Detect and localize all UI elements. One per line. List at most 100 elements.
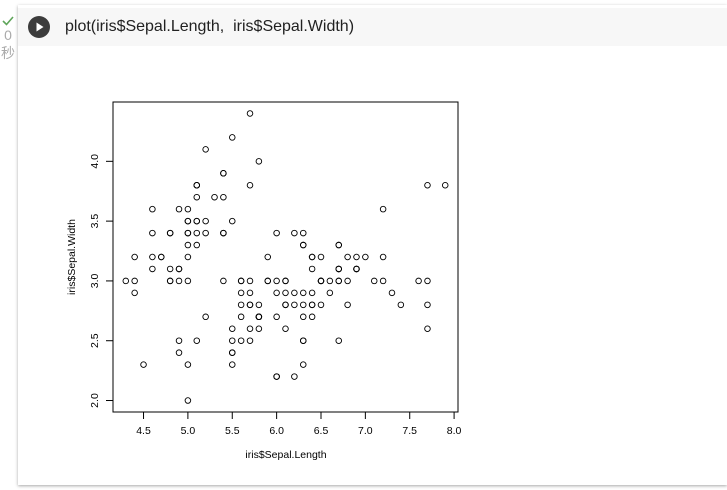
point [317,301,325,309]
code-editor[interactable]: plot(iris$Sepal.Length, iris$Sepal.Width… [18,8,727,46]
point [131,289,138,297]
point [246,110,254,117]
point [237,313,245,321]
point [184,361,192,368]
point [202,217,209,225]
point [255,158,263,165]
point [299,361,307,368]
plot-frame [112,101,459,413]
point [122,277,130,285]
exec-status: 0 秒 [0,14,16,62]
point [299,313,307,321]
point [299,241,307,249]
point [335,265,342,273]
point [326,289,334,297]
point [353,253,360,261]
point [229,134,236,141]
point [379,205,387,213]
point [175,349,183,356]
point [202,146,209,153]
point [264,277,272,285]
y-tick-label: 2.0 [89,393,101,408]
point [211,193,218,201]
point [193,193,201,201]
point [344,301,351,309]
point [255,325,263,333]
point [246,277,254,285]
point [255,301,263,309]
point [149,229,156,237]
point [264,253,272,261]
point [229,337,236,344]
point [273,313,280,321]
point [175,265,183,273]
point [202,313,209,321]
point [166,265,174,273]
point [237,301,245,309]
point [441,181,449,189]
point [282,325,289,333]
y-tick-label: 3.0 [89,273,101,288]
point [299,301,307,309]
point [175,277,183,285]
point [282,301,289,309]
point [299,229,307,237]
point [131,253,138,261]
point [273,229,280,237]
point [424,181,431,189]
point [291,229,298,237]
point [166,277,174,285]
point [166,229,174,237]
point [246,289,254,297]
point [255,313,263,321]
point [220,229,227,237]
point [184,205,192,213]
y-tick-label: 3.5 [89,214,101,229]
run-button[interactable] [28,16,50,38]
point [388,289,396,297]
y-tick-label: 2.5 [89,333,101,348]
check-icon [2,16,14,26]
point [220,193,227,201]
point [149,205,156,213]
point [229,325,236,333]
point [246,301,254,309]
run-icon [36,22,44,32]
point [184,277,192,285]
point [184,241,192,249]
x-tick-label: 8.0 [447,425,462,437]
point [291,289,298,297]
x-tick-label: 7.0 [358,425,373,437]
point [282,289,289,297]
point [299,337,307,344]
point [184,397,192,404]
point [424,325,431,333]
point [291,373,298,380]
y-tick-label: 4.0 [89,154,101,169]
x-axis-label: iris$Sepal.Length [245,449,326,461]
point [184,229,192,237]
point [326,277,334,285]
point [140,361,147,368]
point [308,289,316,297]
point [193,229,201,237]
point [229,361,236,368]
code-cell: plot(iris$Sepal.Length, iris$Sepal.Width… [18,5,727,485]
point [131,277,138,285]
point [308,301,316,309]
point [424,277,431,285]
x-tick-label: 7.5 [402,425,417,437]
point [273,277,280,285]
point [335,241,342,249]
point [424,301,431,309]
point [362,253,369,261]
point [299,289,307,297]
y-axis-label: iris$Sepal.Width [66,219,78,295]
point [344,277,351,285]
point [379,277,387,285]
x-tick-label: 5.5 [225,425,240,437]
point [273,373,280,380]
point [335,337,342,344]
